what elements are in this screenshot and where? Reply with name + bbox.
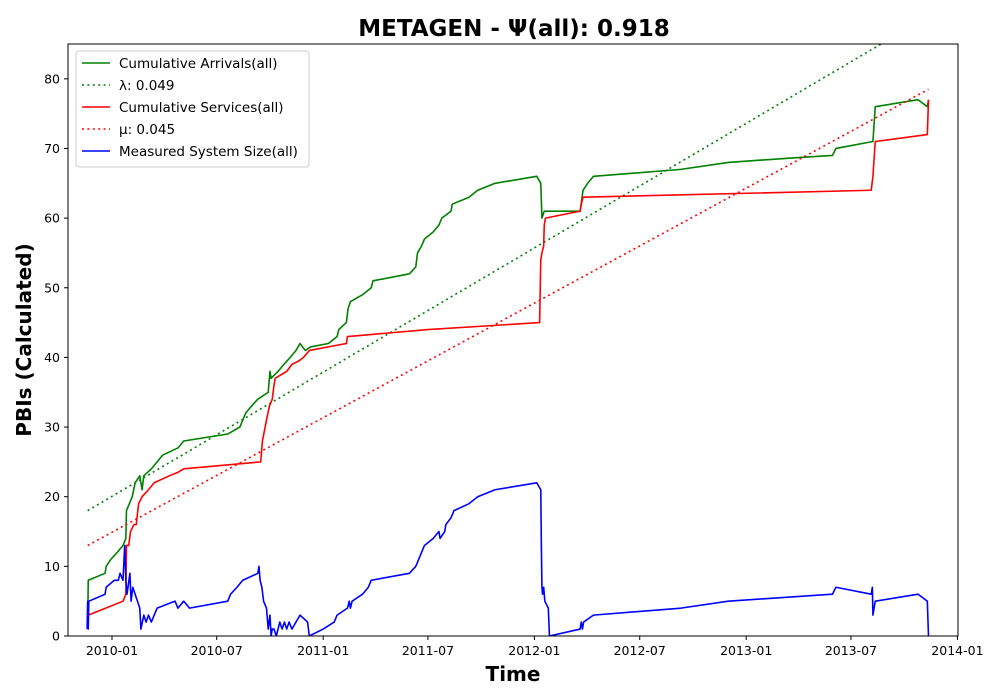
y-tick-label-4: 40: [44, 350, 60, 365]
x-tick-label-3: 2011-07: [402, 643, 454, 658]
chart-title: METAGEN - Ψ(all): 0.918: [358, 16, 670, 42]
x-tick-label-2: 2011-01: [297, 643, 349, 658]
plot-frame: [67, 43, 959, 637]
y-tick-label-3: 30: [44, 420, 60, 435]
legend-box: [75, 50, 310, 168]
x-axis-label: Time: [486, 662, 541, 686]
legend-label-3: μ: 0.045: [119, 122, 175, 138]
legend-label-2: Cumulative Services(all): [119, 100, 284, 116]
series-line-4: [86, 481, 930, 636]
x-tick-label-5: 2012-07: [614, 643, 666, 658]
series-line-2: [86, 99, 930, 623]
x-tick-label-1: 2010-07: [191, 643, 243, 658]
y-tick-label-5: 50: [44, 280, 60, 295]
x-tick-label-7: 2013-07: [825, 643, 877, 658]
legend-label-4: Measured System Size(all): [119, 144, 298, 160]
series-line-1: [87, 44, 883, 512]
axes: 0 10 20 30 40 50 60 70 80 2010-01 2010-07 2011-01 20…: [44, 43, 984, 658]
y-tick-label-0: 0: [52, 629, 60, 644]
y-tick-label-2: 20: [44, 489, 60, 504]
y-axis-label: PBIs (Calculated): [12, 243, 36, 436]
y-tick-label-6: 60: [44, 211, 60, 226]
x-tick-label-4: 2012-01: [508, 643, 560, 658]
legend: Cumulative Arrivals(all) λ: 0.049 Cumulati…: [75, 50, 310, 168]
y-tick-label-1: 10: [44, 559, 60, 574]
series-line-0: [86, 98, 930, 630]
x-tick-label-0: 2010-01: [86, 643, 138, 658]
x-tick-label-8: 2014-01: [931, 643, 983, 658]
y-tick-label-7: 70: [44, 141, 60, 156]
x-tick-label-6: 2013-01: [720, 643, 772, 658]
plot-area: [86, 44, 930, 636]
legend-label-0: Cumulative Arrivals(all): [119, 56, 278, 72]
y-tick-label-8: 80: [44, 71, 60, 86]
legend-label-1: λ: 0.049: [119, 78, 174, 94]
